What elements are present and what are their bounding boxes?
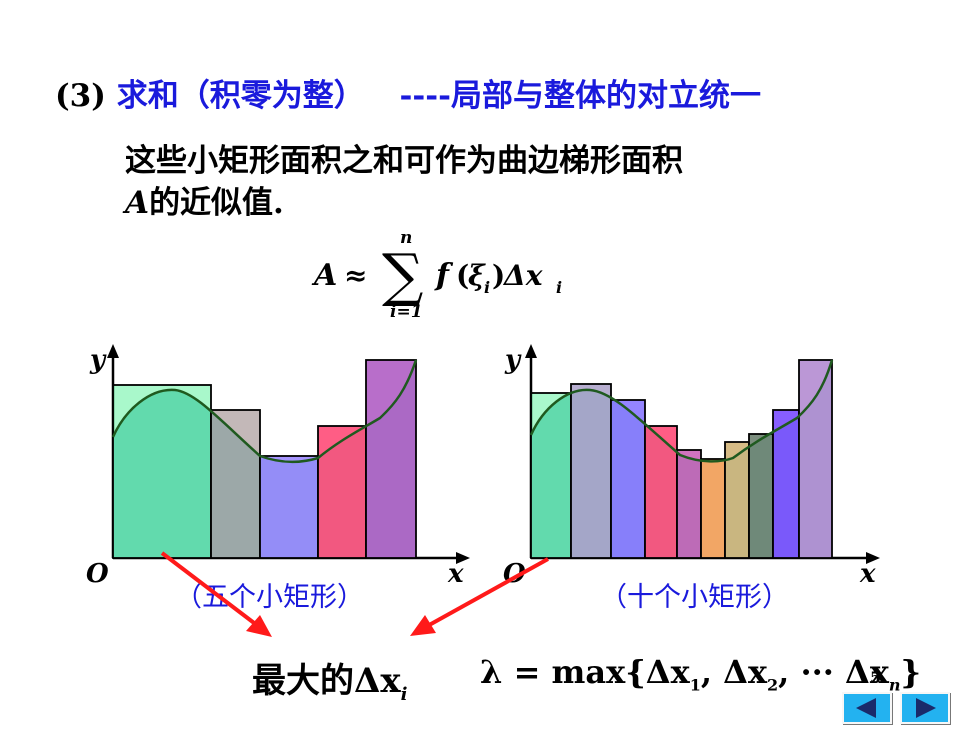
formula-lhs: A (311, 258, 337, 293)
graph-five-rectangles: y x O (86, 344, 470, 589)
formula-close-paren: ) (492, 259, 505, 292)
rectangle-1 (530, 392, 572, 559)
rectangle-2 (570, 383, 612, 559)
lambda-comma-2: , ··· Δx (778, 653, 889, 691)
body-line-2: A的近似值. (125, 177, 284, 222)
rectangle-4 (644, 425, 678, 559)
formula-func: f (434, 258, 454, 293)
curve (111, 359, 418, 464)
rectangle-5 (365, 359, 417, 559)
rectangle-9 (772, 409, 800, 559)
sum-formula: A ≈ ∑ n i=1 f ( ξ i ) Δx i (311, 228, 562, 322)
formula-delta-sub: i (556, 278, 562, 297)
caption-ten: （十个小矩形） (600, 582, 789, 613)
rectangle-10 (798, 359, 833, 559)
y-label: y (89, 345, 107, 375)
rectangle-8 (748, 433, 774, 559)
prev-slide-button[interactable] (842, 692, 892, 724)
formula-open-paren: ( (456, 259, 469, 292)
sum-lower: i=1 (390, 302, 423, 322)
page-number: 5 (870, 668, 882, 687)
rectangle-5 (676, 449, 702, 559)
lambda-prefix: λ = max{Δx (480, 653, 690, 691)
x-axis-arrow-icon (456, 552, 470, 564)
sum-symbol: ∑ (382, 241, 423, 309)
lambda-sub-2: 2 (767, 675, 779, 695)
y-axis-arrow-icon (107, 344, 119, 358)
x-axis-arrow-icon (866, 552, 880, 564)
section-number: (3) (55, 78, 106, 114)
max-delta-text: 最大的Δx (252, 661, 401, 701)
curve (529, 359, 834, 463)
max-delta-label: 最大的Δxi (252, 653, 408, 705)
lambda-sub-n: n (888, 675, 901, 695)
section-subtitle: ----局部与整体的对立统一 (399, 78, 761, 114)
formula-xi: ξ (468, 259, 486, 292)
next-slide-button[interactable] (900, 692, 950, 724)
max-delta-sub: i (400, 683, 408, 705)
formula-approx: ≈ (344, 259, 367, 292)
arrow-left-head-icon (246, 615, 272, 637)
rectangle-1 (112, 384, 212, 559)
left-triangle-icon (856, 698, 876, 718)
origin-label: O (86, 559, 109, 589)
section-title: 求和（积零为整） (116, 78, 365, 114)
lambda-close: } (900, 653, 922, 691)
y-axis-arrow-icon (525, 344, 537, 358)
section-heading: (3) 求和（积零为整） ----局部与整体的对立统一 (55, 70, 761, 115)
right-triangle-icon (916, 698, 936, 718)
sum-upper: n (400, 228, 412, 248)
graph-ten-rectangles: y x O (503, 344, 880, 589)
lambda-comma-1: , Δx (700, 653, 768, 691)
arrow-left-line (160, 551, 264, 631)
rectangle-7 (724, 441, 750, 559)
formula-xi-sub: i (484, 278, 490, 297)
x-label: x (859, 559, 876, 589)
rectangle-4 (317, 425, 367, 559)
x-label: x (447, 559, 464, 589)
pointer-arrows (160, 551, 549, 637)
y-label: y (504, 345, 522, 375)
body-line-1: 这些小矩形面积之和可作为曲边梯形面积 (125, 143, 683, 179)
arrow-right-line (421, 557, 549, 631)
rectangle-6 (700, 458, 726, 559)
var-A: A (125, 185, 150, 221)
rectangle-3 (610, 399, 646, 559)
lambda-formula: λ = max{Δx1, Δx2, ··· Δxn} (480, 653, 921, 694)
formula-delta: Δx (502, 259, 543, 292)
body-line-2-text: 的近似值. (149, 185, 284, 221)
lambda-sub-1: 1 (689, 675, 701, 695)
rectangle-3 (259, 455, 319, 559)
arrow-right-head-icon (410, 615, 436, 636)
